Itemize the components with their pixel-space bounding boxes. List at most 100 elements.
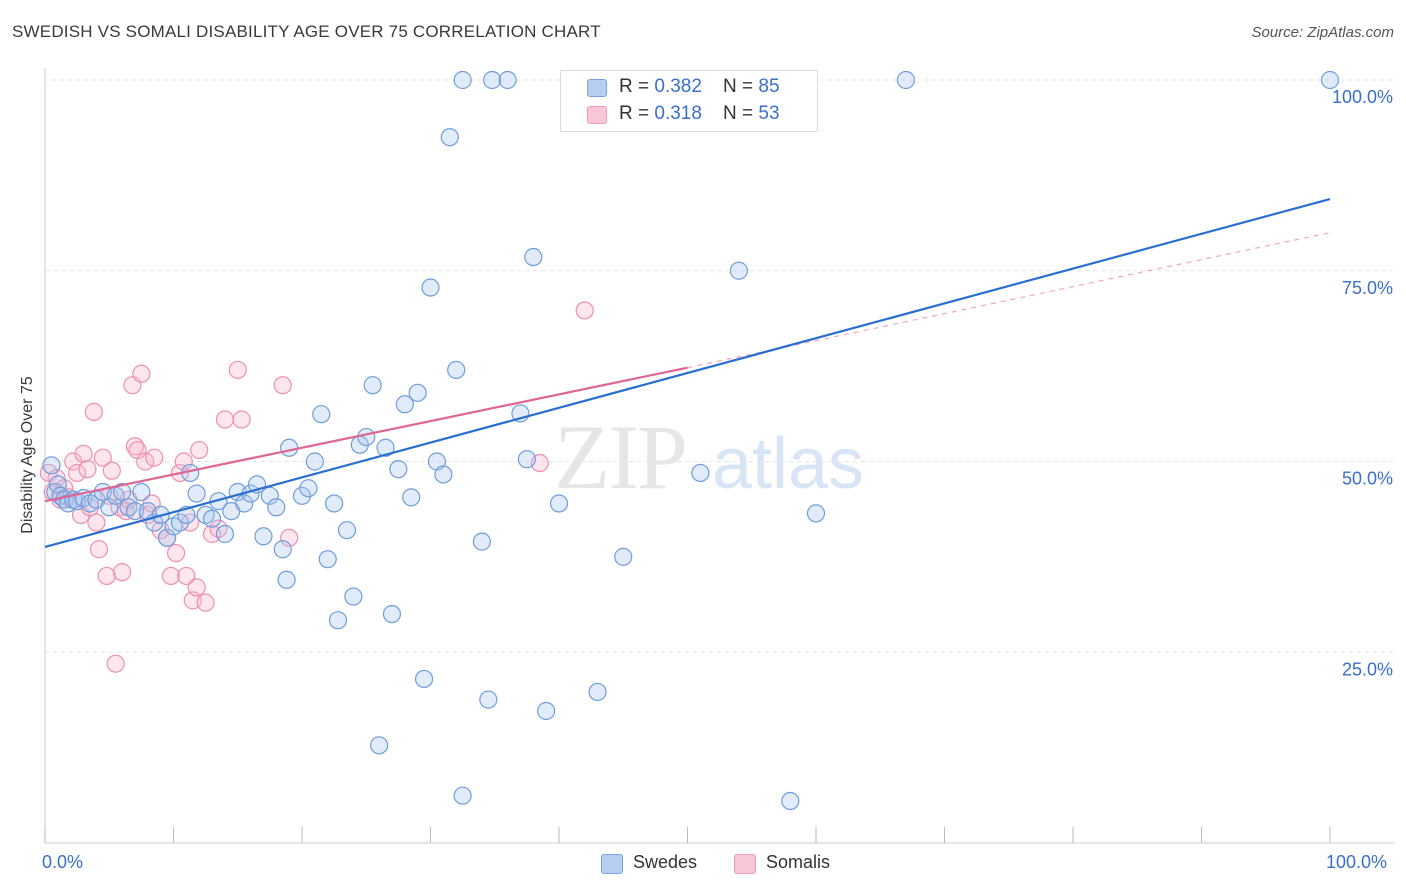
swedes-r-value: 0.382 [654,76,702,97]
somalis-r-label: R = [619,103,655,124]
axes [44,68,1395,844]
swedes-point-49 [337,521,357,540]
swedes-point-37 [260,486,279,505]
y-tick-labels: 25.0% 50.0% 75.0% 100.0% [1332,87,1393,679]
somalis-point-34 [161,566,181,586]
swedes-point-33 [235,494,254,513]
swedes-point-76 [537,701,556,721]
somalis-swatch [587,106,607,124]
swedes-point-42 [292,486,312,505]
swedes-point-36 [254,527,273,546]
swedes-point-38 [267,498,286,517]
swedes-point-61 [414,669,434,689]
chart-title: SWEDISH VS SOMALI DISABILITY AGE OVER 75… [12,22,601,41]
swedes-point-56 [382,604,402,624]
somalis-point-37 [174,452,193,471]
swedes-point-16 [125,501,145,521]
somalis-point-49 [273,376,292,395]
swedes-point-85 [1320,70,1340,90]
swedes-legend-swatch [601,854,623,874]
swedes-point-66 [447,360,466,380]
watermark-zip: ZIP [554,406,686,508]
somalis-point-47 [228,360,247,380]
gridlines [45,79,1395,653]
swedes-n-value: 85 [758,76,780,97]
swedes-point-65 [440,128,459,147]
x-tick-label-min: 0.0% [42,852,84,872]
swedes-point-79 [614,547,633,566]
somalis-point-35 [166,543,186,563]
x-tick-label-max: 100.0% [1326,852,1388,872]
swedes-point-71 [483,70,502,90]
swedes-point-54 [370,736,389,755]
swedes-point-81 [729,261,749,280]
swedes-trend-line [44,197,1331,549]
somalis-point-50 [280,528,299,547]
somalis-n-value: 53 [758,103,780,124]
somalis-legend-label: Somalis [766,852,831,872]
swedes-point-72 [498,70,517,90]
swedes-point-59 [402,488,421,507]
y-tick-label-75: 75.0% [1342,278,1393,298]
swedes-point-77 [549,494,569,513]
somalis-point-27 [132,364,151,383]
somalis-point-14 [89,540,109,559]
swedes-swatch [587,79,607,97]
swedes-point-39 [273,540,292,559]
swedes-point-44 [305,452,324,471]
swedes-point-17 [132,482,151,502]
swedes-point-0 [42,456,61,475]
somalis-point-52 [575,301,594,320]
somalis-point-10 [78,460,97,479]
somalis-point-28 [136,452,155,471]
source-credit: Source: ZipAtlas.com [1251,24,1394,41]
y-tick-label-50: 50.0% [1342,469,1393,489]
somalis-point-9 [74,444,93,463]
somalis-point-19 [106,654,125,673]
somalis-point-18 [102,461,121,480]
swedes-point-70 [479,690,498,709]
swedes-point-45 [312,405,331,424]
swedes-point-14 [112,482,132,502]
swedes-point-62 [421,278,440,297]
swedes-point-68 [453,70,472,90]
swedes-point-64 [434,465,453,484]
swedes-point-47 [325,494,344,513]
y-tick-label-25: 25.0% [1342,659,1393,679]
somalis-point-48 [232,410,251,429]
swedes-point-78 [588,682,607,702]
y-tick-label-100: 100.0% [1332,87,1393,107]
swedes-point-48 [328,611,348,630]
swedes-point-53 [363,376,382,395]
swedes-point-55 [376,438,395,457]
swedes-point-2 [48,475,67,494]
swedes-point-58 [395,395,414,414]
watermark-atlas: atlas [712,424,864,504]
somalis-point-15 [93,448,112,467]
swedes-point-23 [170,513,190,532]
somalis-point-7 [68,463,87,483]
swedes-point-41 [280,438,299,457]
swedes-point-60 [408,383,427,402]
swedes-point-57 [389,460,408,479]
swedes-point-12 [100,498,119,517]
somalis-trend-line [44,366,688,503]
somalis-point-13 [87,513,106,532]
somalis-n-label: N = [723,103,759,124]
swedes-point-50 [344,587,363,606]
swedes-points [42,70,1340,811]
swedes-point-67 [453,786,472,805]
y-axis-label: Disability Age Over 75 [19,376,36,534]
somalis-point-46 [215,410,234,429]
somalis-r-value: 0.318 [654,103,702,124]
swedes-point-26 [187,484,206,503]
swedes-point-21 [157,528,177,547]
swedes-point-28 [202,509,222,528]
swedes-point-40 [277,570,296,589]
swedes-point-74 [517,450,536,469]
swedes-point-46 [318,550,337,569]
somalis-point-38 [177,566,196,586]
swedes-r-label: R = [619,76,655,97]
trend-lines [44,197,1331,549]
